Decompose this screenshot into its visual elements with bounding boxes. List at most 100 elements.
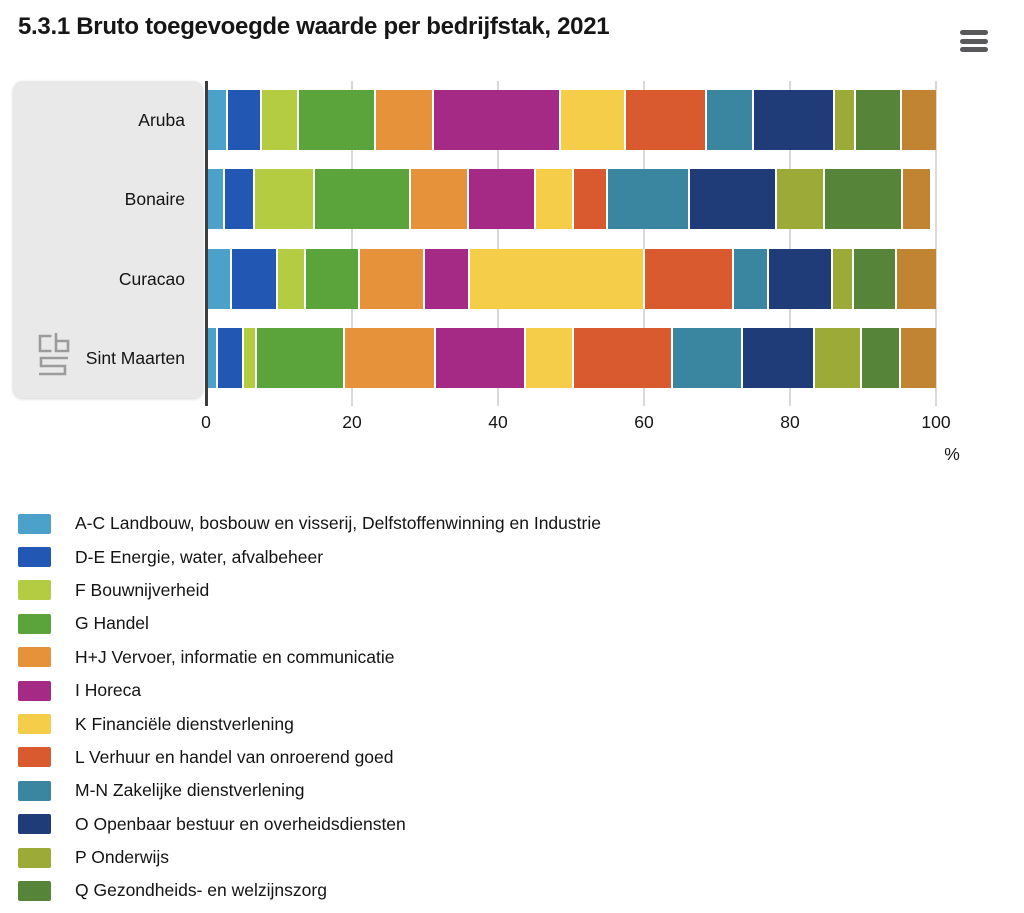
page-title: 5.3.1 Bruto toegevoegde waarde per bedri… [18, 13, 610, 40]
category-label: Bonaire [124, 189, 185, 210]
bar-segment[interactable] [671, 327, 742, 388]
bar-segment[interactable] [208, 90, 227, 150]
bar-segment[interactable] [312, 169, 409, 230]
bar-segment[interactable] [357, 248, 423, 309]
category-label: Sint Maarten [85, 347, 185, 368]
legend-item[interactable]: H+J Vervoer, informatie en communicatie [18, 641, 601, 674]
bar-segment[interactable] [813, 327, 861, 388]
bar-segment[interactable] [408, 169, 468, 230]
bar-segment[interactable] [823, 169, 901, 230]
gridline [935, 81, 937, 406]
legend-item[interactable]: L Verhuur en handel van onroerend goed [18, 741, 601, 774]
bar-segment[interactable] [642, 248, 732, 309]
x-tick-label: 80 [780, 412, 800, 432]
bar-segment[interactable] [432, 90, 559, 150]
legend-item[interactable]: K Financiële dienstverlening [18, 707, 601, 740]
legend-swatch [18, 680, 51, 701]
hamburger-icon [960, 38, 988, 44]
gridline [643, 81, 645, 406]
gridline [497, 81, 499, 406]
legend-item[interactable]: G Handel [18, 607, 601, 640]
bar-segment[interactable] [900, 169, 931, 230]
legend-item[interactable]: I Horeca [18, 674, 601, 707]
legend-swatch [18, 780, 51, 801]
bar-segment[interactable] [467, 169, 535, 230]
chart-menu-button[interactable] [960, 30, 988, 52]
legend-label: P Onderwijs [75, 847, 170, 868]
x-tick-label: 20 [342, 412, 362, 432]
bar-segment[interactable] [831, 248, 853, 309]
bar-segment[interactable] [571, 327, 672, 388]
bar-segment[interactable] [229, 248, 276, 309]
plot-area [205, 81, 937, 406]
legend-swatch [18, 547, 51, 568]
bar-segment[interactable] [624, 90, 705, 150]
bar-segment[interactable] [275, 248, 304, 309]
legend-swatch [18, 880, 51, 901]
bar-aruba [208, 90, 936, 150]
bar-segment[interactable] [558, 90, 625, 150]
bar-segment[interactable] [860, 327, 899, 388]
bar-segment[interactable] [297, 90, 374, 150]
bar-segment[interactable] [242, 327, 256, 388]
bar-segment[interactable] [208, 327, 216, 388]
bar-segment[interactable] [253, 169, 313, 230]
y-axis-line [205, 81, 208, 406]
bar-segment[interactable] [606, 169, 688, 230]
bar-segment[interactable] [342, 327, 435, 388]
bar-segment[interactable] [766, 248, 832, 309]
bar-segment[interactable] [208, 169, 223, 230]
bar-segment[interactable] [222, 169, 254, 230]
bar-segment[interactable] [571, 169, 607, 230]
bar-segment[interactable] [303, 248, 358, 309]
bar-segment[interactable] [775, 169, 824, 230]
bar-segment[interactable] [687, 169, 776, 230]
bar-segment[interactable] [833, 90, 854, 150]
legend-item[interactable]: D-E Energie, water, afvalbeheer [18, 540, 601, 573]
bar-sint-maarten [208, 327, 936, 388]
bar-segment[interactable] [216, 327, 243, 388]
bar-segment[interactable] [524, 327, 572, 388]
bar-segment[interactable] [260, 90, 298, 150]
legend-item[interactable]: F Bouwnijverheid [18, 574, 601, 607]
hamburger-icon [960, 47, 988, 52]
bar-segment[interactable] [373, 90, 432, 150]
gridline [351, 81, 353, 406]
legend-label: D-E Energie, water, afvalbeheer [75, 546, 324, 567]
category-panel [13, 81, 203, 398]
bar-segment[interactable] [894, 248, 936, 309]
legend-label: F Bouwnijverheid [75, 579, 210, 600]
bar-segment[interactable] [853, 90, 901, 150]
legend-swatch [18, 580, 51, 601]
bar-segment[interactable] [704, 90, 752, 150]
legend-item[interactable]: M-N Zakelijke dienstverlening [18, 774, 601, 807]
x-axis-unit-label: % [944, 444, 960, 464]
bar-segment[interactable] [741, 327, 814, 388]
bar-segment[interactable] [434, 327, 525, 388]
x-tick-label: 0 [201, 412, 211, 432]
legend-label: H+J Vervoer, informatie en communicatie [75, 646, 395, 667]
bar-segment[interactable] [468, 248, 643, 309]
bar-segment[interactable] [208, 248, 230, 309]
category-label: Curacao [118, 268, 185, 289]
bar-segment[interactable] [898, 327, 936, 388]
legend-item[interactable]: A-C Landbouw, bosbouw en visserij, Delfs… [18, 507, 601, 540]
legend-item[interactable]: O Openbaar bestuur en overheidsdiensten [18, 808, 601, 841]
bar-segment[interactable] [534, 169, 572, 230]
x-tick-label: 100 [921, 412, 951, 432]
legend-swatch [18, 714, 51, 735]
legend-item[interactable]: P Onderwijs [18, 841, 601, 874]
legend-item[interactable]: Q Gezondheids- en welzijnszorg [18, 874, 601, 907]
bar-segment[interactable] [255, 327, 343, 388]
bar-segment[interactable] [900, 90, 936, 150]
legend-label: M-N Zakelijke dienstverlening [75, 780, 305, 801]
legend-label: L Verhuur en handel van onroerend goed [75, 746, 394, 767]
legend-label: G Handel [75, 613, 149, 634]
bar-segment[interactable] [752, 90, 834, 150]
x-tick-label: 60 [634, 412, 654, 432]
bar-segment[interactable] [731, 248, 767, 309]
bar-segment[interactable] [226, 90, 261, 150]
bar-segment[interactable] [422, 248, 469, 309]
bar-segment[interactable] [852, 248, 895, 309]
legend-label: Q Gezondheids- en welzijnszorg [75, 880, 327, 901]
